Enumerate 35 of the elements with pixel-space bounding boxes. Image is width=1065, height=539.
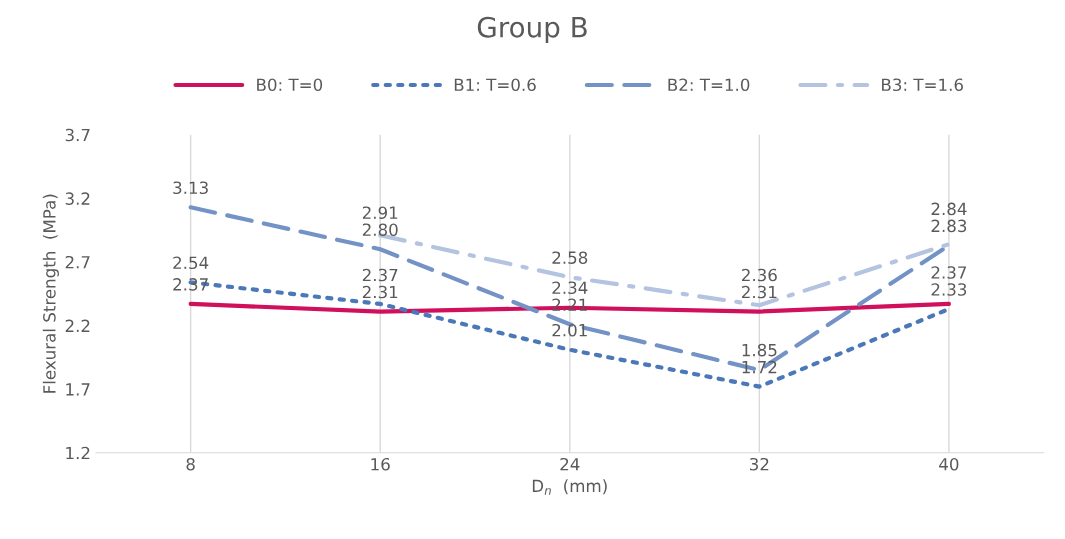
data-label: 3.13 [173, 181, 208, 195]
data-label: 2.31 [362, 285, 398, 299]
data-label: 2.31 [742, 285, 777, 299]
data-label: 2.01 [552, 323, 587, 337]
data-label: 2.84 [931, 202, 967, 216]
x-tick-label: 32 [750, 457, 769, 471]
y-tick-label: 1.2 [66, 446, 90, 460]
data-label: 2.34 [552, 281, 588, 295]
y-tick-label: 3.7 [65, 128, 90, 142]
legend-label: B0: T=0 [257, 78, 323, 92]
data-label: 2.54 [173, 256, 209, 270]
data-label: 2.33 [931, 283, 967, 296]
y-axis-title: Flexural Strength (MPa) [42, 194, 59, 393]
data-label: 2.37 [931, 266, 967, 279]
data-label: 2.58 [552, 251, 588, 264]
x-tick-label: 24 [560, 457, 580, 471]
y-tick-label: 1.7 [66, 383, 90, 396]
data-label: 2.37 [362, 268, 398, 282]
chart-title: Group B [477, 16, 587, 44]
data-label: 2.80 [362, 223, 398, 236]
data-label: 2.36 [742, 268, 777, 282]
data-label: 2.37 [173, 278, 208, 291]
legend-label: B1: T=0.6 [454, 78, 536, 92]
y-tick-label: 2.7 [65, 255, 90, 269]
legend-label: B3: T=1.6 [882, 78, 963, 92]
x-tick-label: 40 [939, 457, 959, 471]
x-tick-label: 8 [186, 457, 195, 471]
data-label: 2.83 [931, 219, 967, 233]
legend-label: B2: T=1.0 [668, 78, 750, 92]
x-tick-label: 16 [371, 457, 390, 471]
x-axis-title: D$_{n}$ (mm) [532, 479, 607, 495]
data-label: 1.85 [742, 343, 777, 357]
data-label: 2.91 [362, 206, 398, 219]
y-tick-label: 3.2 [65, 192, 90, 205]
y-tick-label: 2.2 [65, 319, 90, 332]
